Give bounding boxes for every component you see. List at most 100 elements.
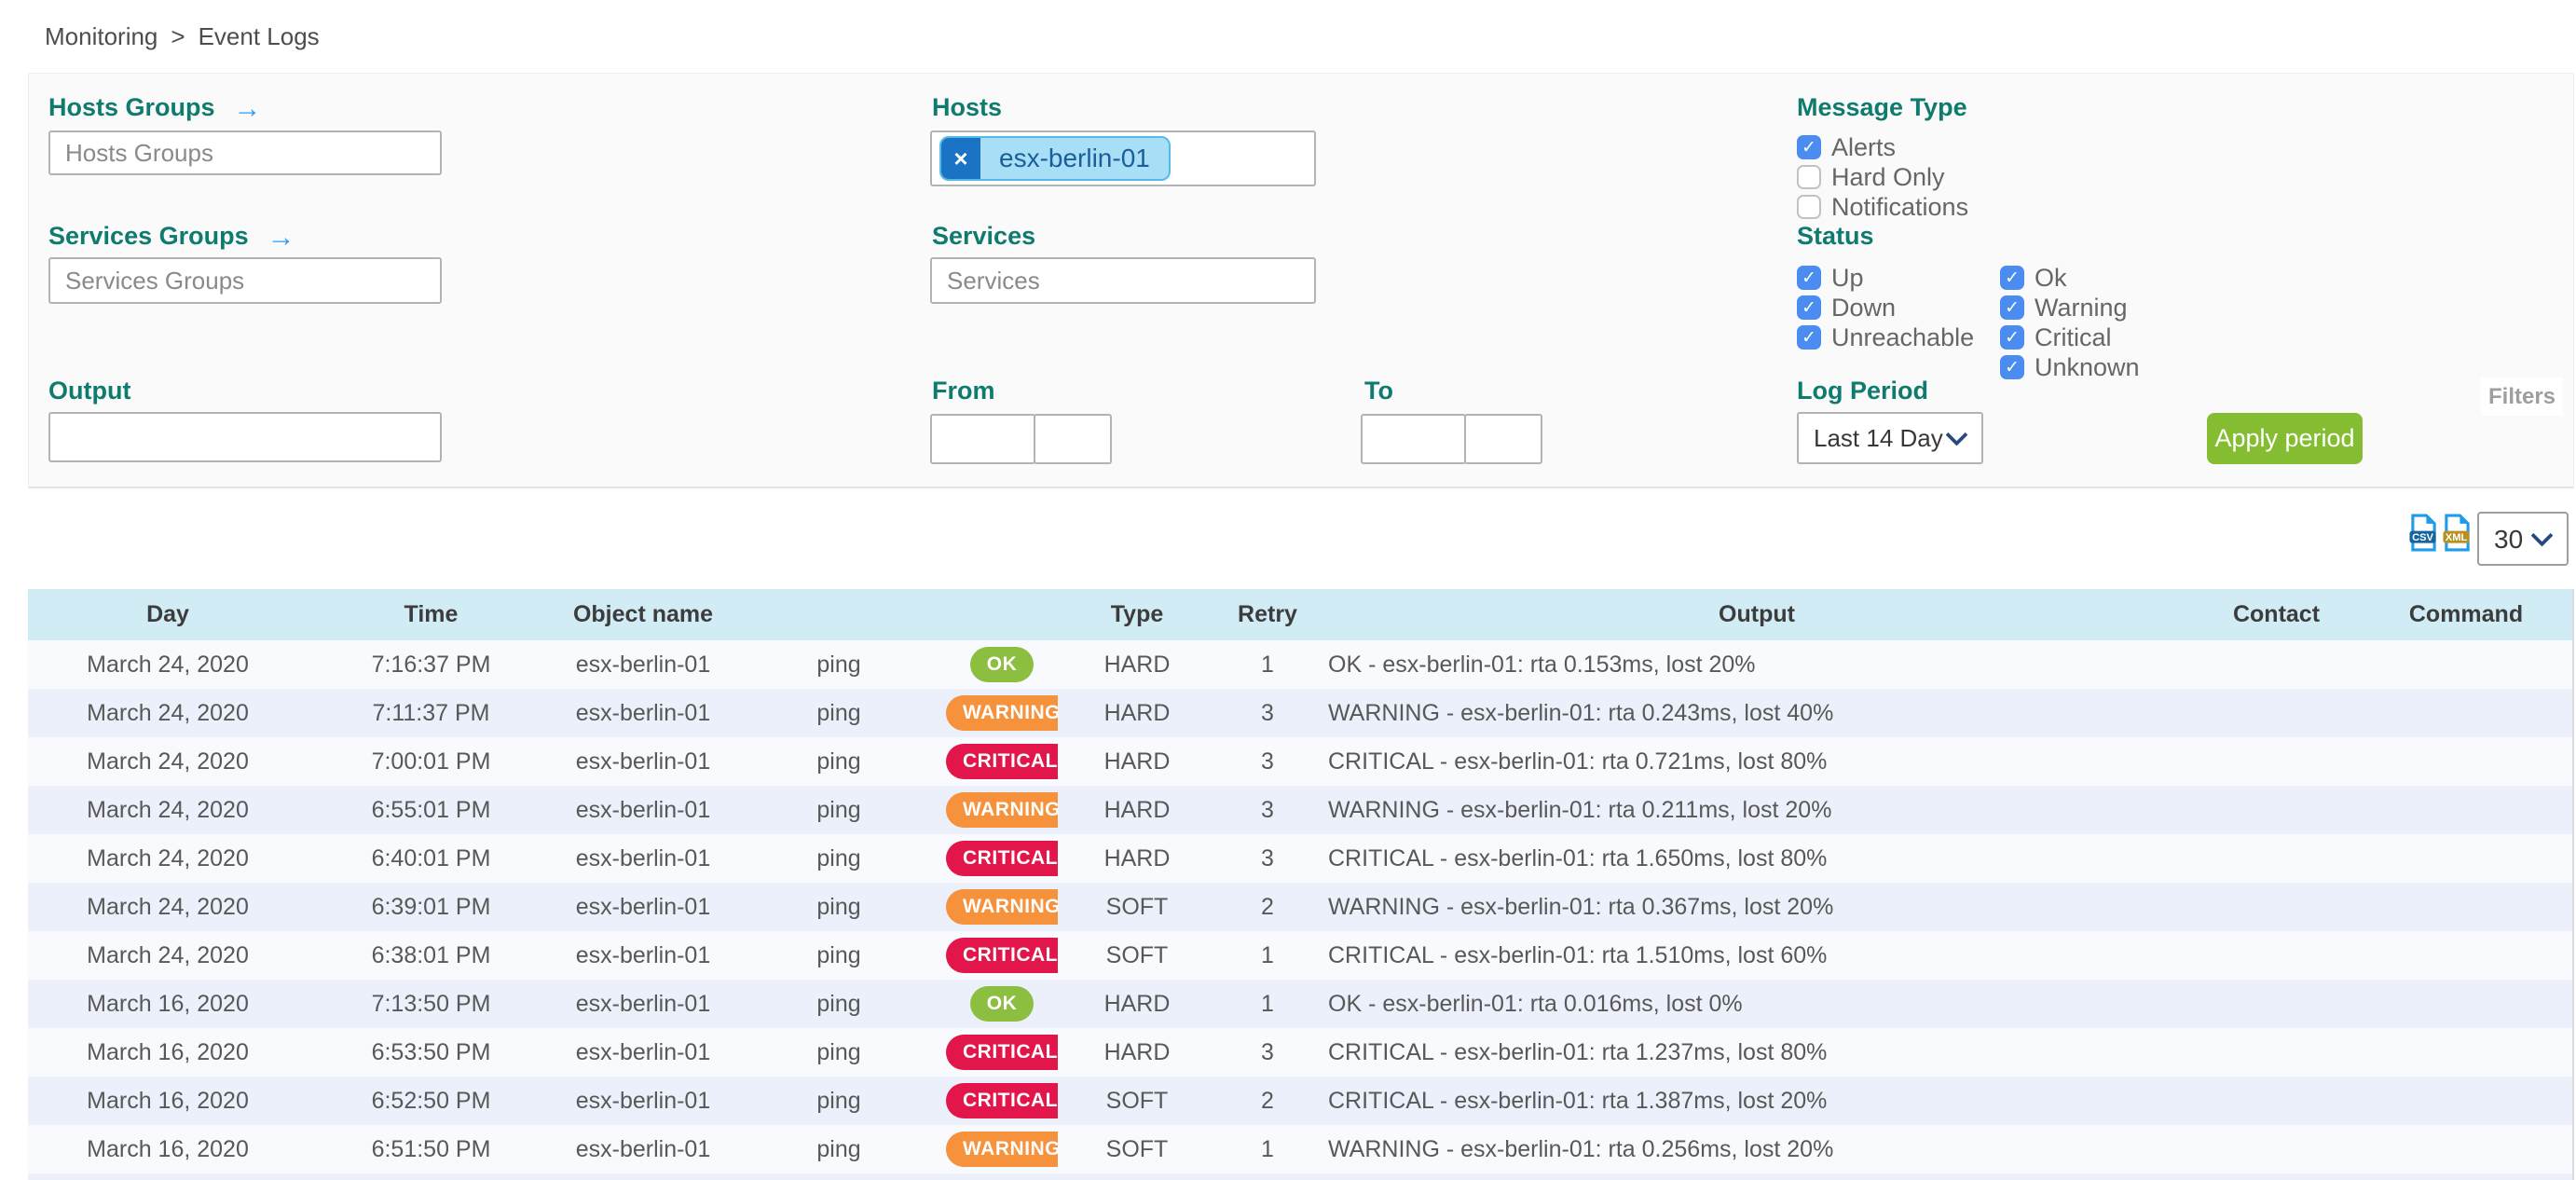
cell-day: March 24, 2020: [87, 699, 249, 726]
checkbox-option-notifications[interactable]: Notifications: [1797, 192, 1968, 222]
page-size-select[interactable]: 30: [2477, 512, 2569, 566]
table-row[interactable]: March 16, 2020 6:53:50 PM esx-berlin-01 …: [28, 1028, 2572, 1077]
log-period-select[interactable]: Last 14 Days: [1797, 412, 1983, 464]
export-csv-icon[interactable]: CSV: [2409, 514, 2438, 552]
cell-day: March 24, 2020: [87, 796, 249, 823]
table-header-row: Day Time Object name Type Retry Output C…: [28, 589, 2572, 640]
cell-contact: [2195, 1077, 2358, 1125]
status-badge: CRITICAL: [946, 841, 1058, 876]
breadcrumb-item[interactable]: Event Logs: [198, 22, 320, 50]
hosts-input[interactable]: × esx-berlin-01: [930, 130, 1316, 186]
to-date-input[interactable]: [1361, 414, 1466, 464]
header-object-name: Object name: [555, 589, 732, 640]
cell-type: SOFT: [1105, 941, 1169, 968]
status-options-col2: ✓ Ok ✓ Warning ✓ Critical ✓ Unknown: [2000, 263, 2140, 382]
chip-remove-icon[interactable]: ×: [941, 138, 980, 179]
checkbox-label: Critical: [2035, 322, 2112, 351]
from-date-input[interactable]: [930, 414, 1035, 464]
checkbox-option-critical[interactable]: ✓ Critical: [2000, 322, 2140, 352]
cell-command: [2358, 640, 2572, 689]
event-logs-table-wrap: Day Time Object name Type Retry Output C…: [28, 589, 2574, 1180]
cell-object-name: esx-berlin-01: [575, 1038, 711, 1065]
header-command: Command: [2358, 589, 2572, 640]
table-row[interactable]: March 16, 2020 7:13:50 PM esx-berlin-01 …: [28, 980, 2572, 1028]
checkbox-icon[interactable]: ✓: [1797, 266, 1821, 290]
output-filter-input[interactable]: [48, 412, 442, 462]
status-options-col1: ✓ Up ✓ Down ✓ Unreachable: [1797, 263, 1974, 352]
cell-day: March 16, 2020: [87, 1087, 249, 1114]
breadcrumb-item[interactable]: Monitoring: [45, 22, 158, 50]
header-time: Time: [308, 589, 555, 640]
table-row[interactable]: March 24, 2020 7:00:01 PM esx-berlin-01 …: [28, 737, 2572, 786]
cell-retry: 3: [1261, 844, 1274, 871]
expand-arrow-icon[interactable]: →: [267, 222, 295, 253]
checkbox-icon[interactable]: ✓: [2000, 325, 2024, 350]
cell-contact: [2195, 883, 2358, 931]
cell-object-name: esx-berlin-01: [575, 990, 711, 1017]
table-row[interactable]: March 16, 2020 6:52:50 PM esx-berlin-01 …: [28, 1077, 2572, 1125]
checkbox-icon[interactable]: ✓: [1797, 135, 1821, 159]
header-type: Type: [1058, 589, 1216, 640]
table-row[interactable]: March 24, 2020 6:39:01 PM esx-berlin-01 …: [28, 883, 2572, 931]
services-groups-label-text: Services Groups: [48, 222, 249, 250]
cell-type: SOFT: [1105, 1135, 1169, 1162]
table-row[interactable]: March 24, 2020 6:40:01 PM esx-berlin-01 …: [28, 834, 2572, 883]
checkbox-option-alerts[interactable]: ✓ Alerts: [1797, 132, 1968, 162]
cell-status: WARNING: [946, 883, 1058, 931]
table-row[interactable]: March 16, 2020 6:51:50 PM esx-berlin-01 …: [28, 1125, 2572, 1173]
status-label: Status: [1797, 222, 1874, 250]
checkbox-option-unknown[interactable]: ✓ Unknown: [2000, 352, 2140, 382]
cell-contact: [2195, 1125, 2358, 1173]
cell-object-name: esx-berlin-01: [575, 748, 711, 775]
cell-type: HARD: [1103, 699, 1171, 726]
checkbox-icon[interactable]: [1797, 195, 1821, 219]
checkbox-option-ok[interactable]: ✓ Ok: [2000, 263, 2140, 293]
apply-period-button[interactable]: Apply period: [2207, 413, 2363, 464]
checkbox-icon[interactable]: ✓: [2000, 355, 2024, 379]
checkbox-option-up[interactable]: ✓ Up: [1797, 263, 1974, 293]
checkbox-icon[interactable]: ✓: [1797, 295, 1821, 320]
chip-label: esx-berlin-01: [999, 144, 1150, 172]
cell-command: [2358, 689, 2572, 737]
checkbox-option-unreachable[interactable]: ✓ Unreachable: [1797, 322, 1974, 352]
expand-arrow-icon[interactable]: →: [233, 93, 262, 124]
cell-output: OK - esx-berlin-01: rta 0.153ms, lost 20…: [1328, 651, 1756, 678]
cell-service: ping: [816, 941, 861, 968]
status-badge: WARNING: [946, 1132, 1058, 1167]
checkbox-icon[interactable]: ✓: [1797, 325, 1821, 350]
checkbox-icon[interactable]: ✓: [2000, 266, 2024, 290]
table-row[interactable]: March 24, 2020 6:38:01 PM esx-berlin-01 …: [28, 931, 2572, 980]
from-time-input[interactable]: [1034, 414, 1112, 464]
cell-object-name: esx-berlin-01: [575, 1087, 711, 1114]
checkbox-option-warning[interactable]: ✓ Warning: [2000, 293, 2140, 322]
status-badge: CRITICAL: [946, 744, 1058, 779]
status-badge: WARNING: [946, 695, 1058, 731]
cell-status: OK: [946, 980, 1058, 1028]
table-row[interactable]: March 24, 2020 6:55:01 PM esx-berlin-01 …: [28, 786, 2572, 834]
header-status: [946, 589, 1058, 640]
cell-time: 6:53:50 PM: [371, 1038, 491, 1065]
to-time-input[interactable]: [1464, 414, 1542, 464]
page-size-select-wrap: 30: [2477, 512, 2569, 566]
cell-retry: 1: [1261, 941, 1274, 968]
export-xml-icon[interactable]: XML: [2443, 514, 2472, 552]
checkbox-option-hard-only[interactable]: Hard Only: [1797, 162, 1968, 192]
checkbox-icon[interactable]: [1797, 165, 1821, 189]
cell-contact: [2195, 931, 2358, 980]
table-row[interactable]: March 24, 2020 7:11:37 PM esx-berlin-01 …: [28, 689, 2572, 737]
table-row[interactable]: March 24, 2020 7:16:37 PM esx-berlin-01 …: [28, 640, 2572, 689]
host-chip: × esx-berlin-01: [939, 136, 1171, 181]
services-input[interactable]: [930, 257, 1316, 304]
header-contact: Contact: [2195, 589, 2358, 640]
cell-status: WARNING: [946, 786, 1058, 834]
checkbox-option-down[interactable]: ✓ Down: [1797, 293, 1974, 322]
cell-time: 7:00:01 PM: [371, 748, 491, 775]
hosts-groups-input[interactable]: [48, 130, 442, 175]
cell-output: OK - esx-berlin-01: rta 0.016ms, lost 0%: [1328, 990, 1743, 1017]
checkbox-icon[interactable]: ✓: [2000, 295, 2024, 320]
cell-command: [2358, 1028, 2572, 1077]
cell-type: HARD: [1103, 990, 1171, 1017]
services-groups-input[interactable]: [48, 257, 442, 304]
cell-status: CRITICAL: [946, 1028, 1058, 1077]
